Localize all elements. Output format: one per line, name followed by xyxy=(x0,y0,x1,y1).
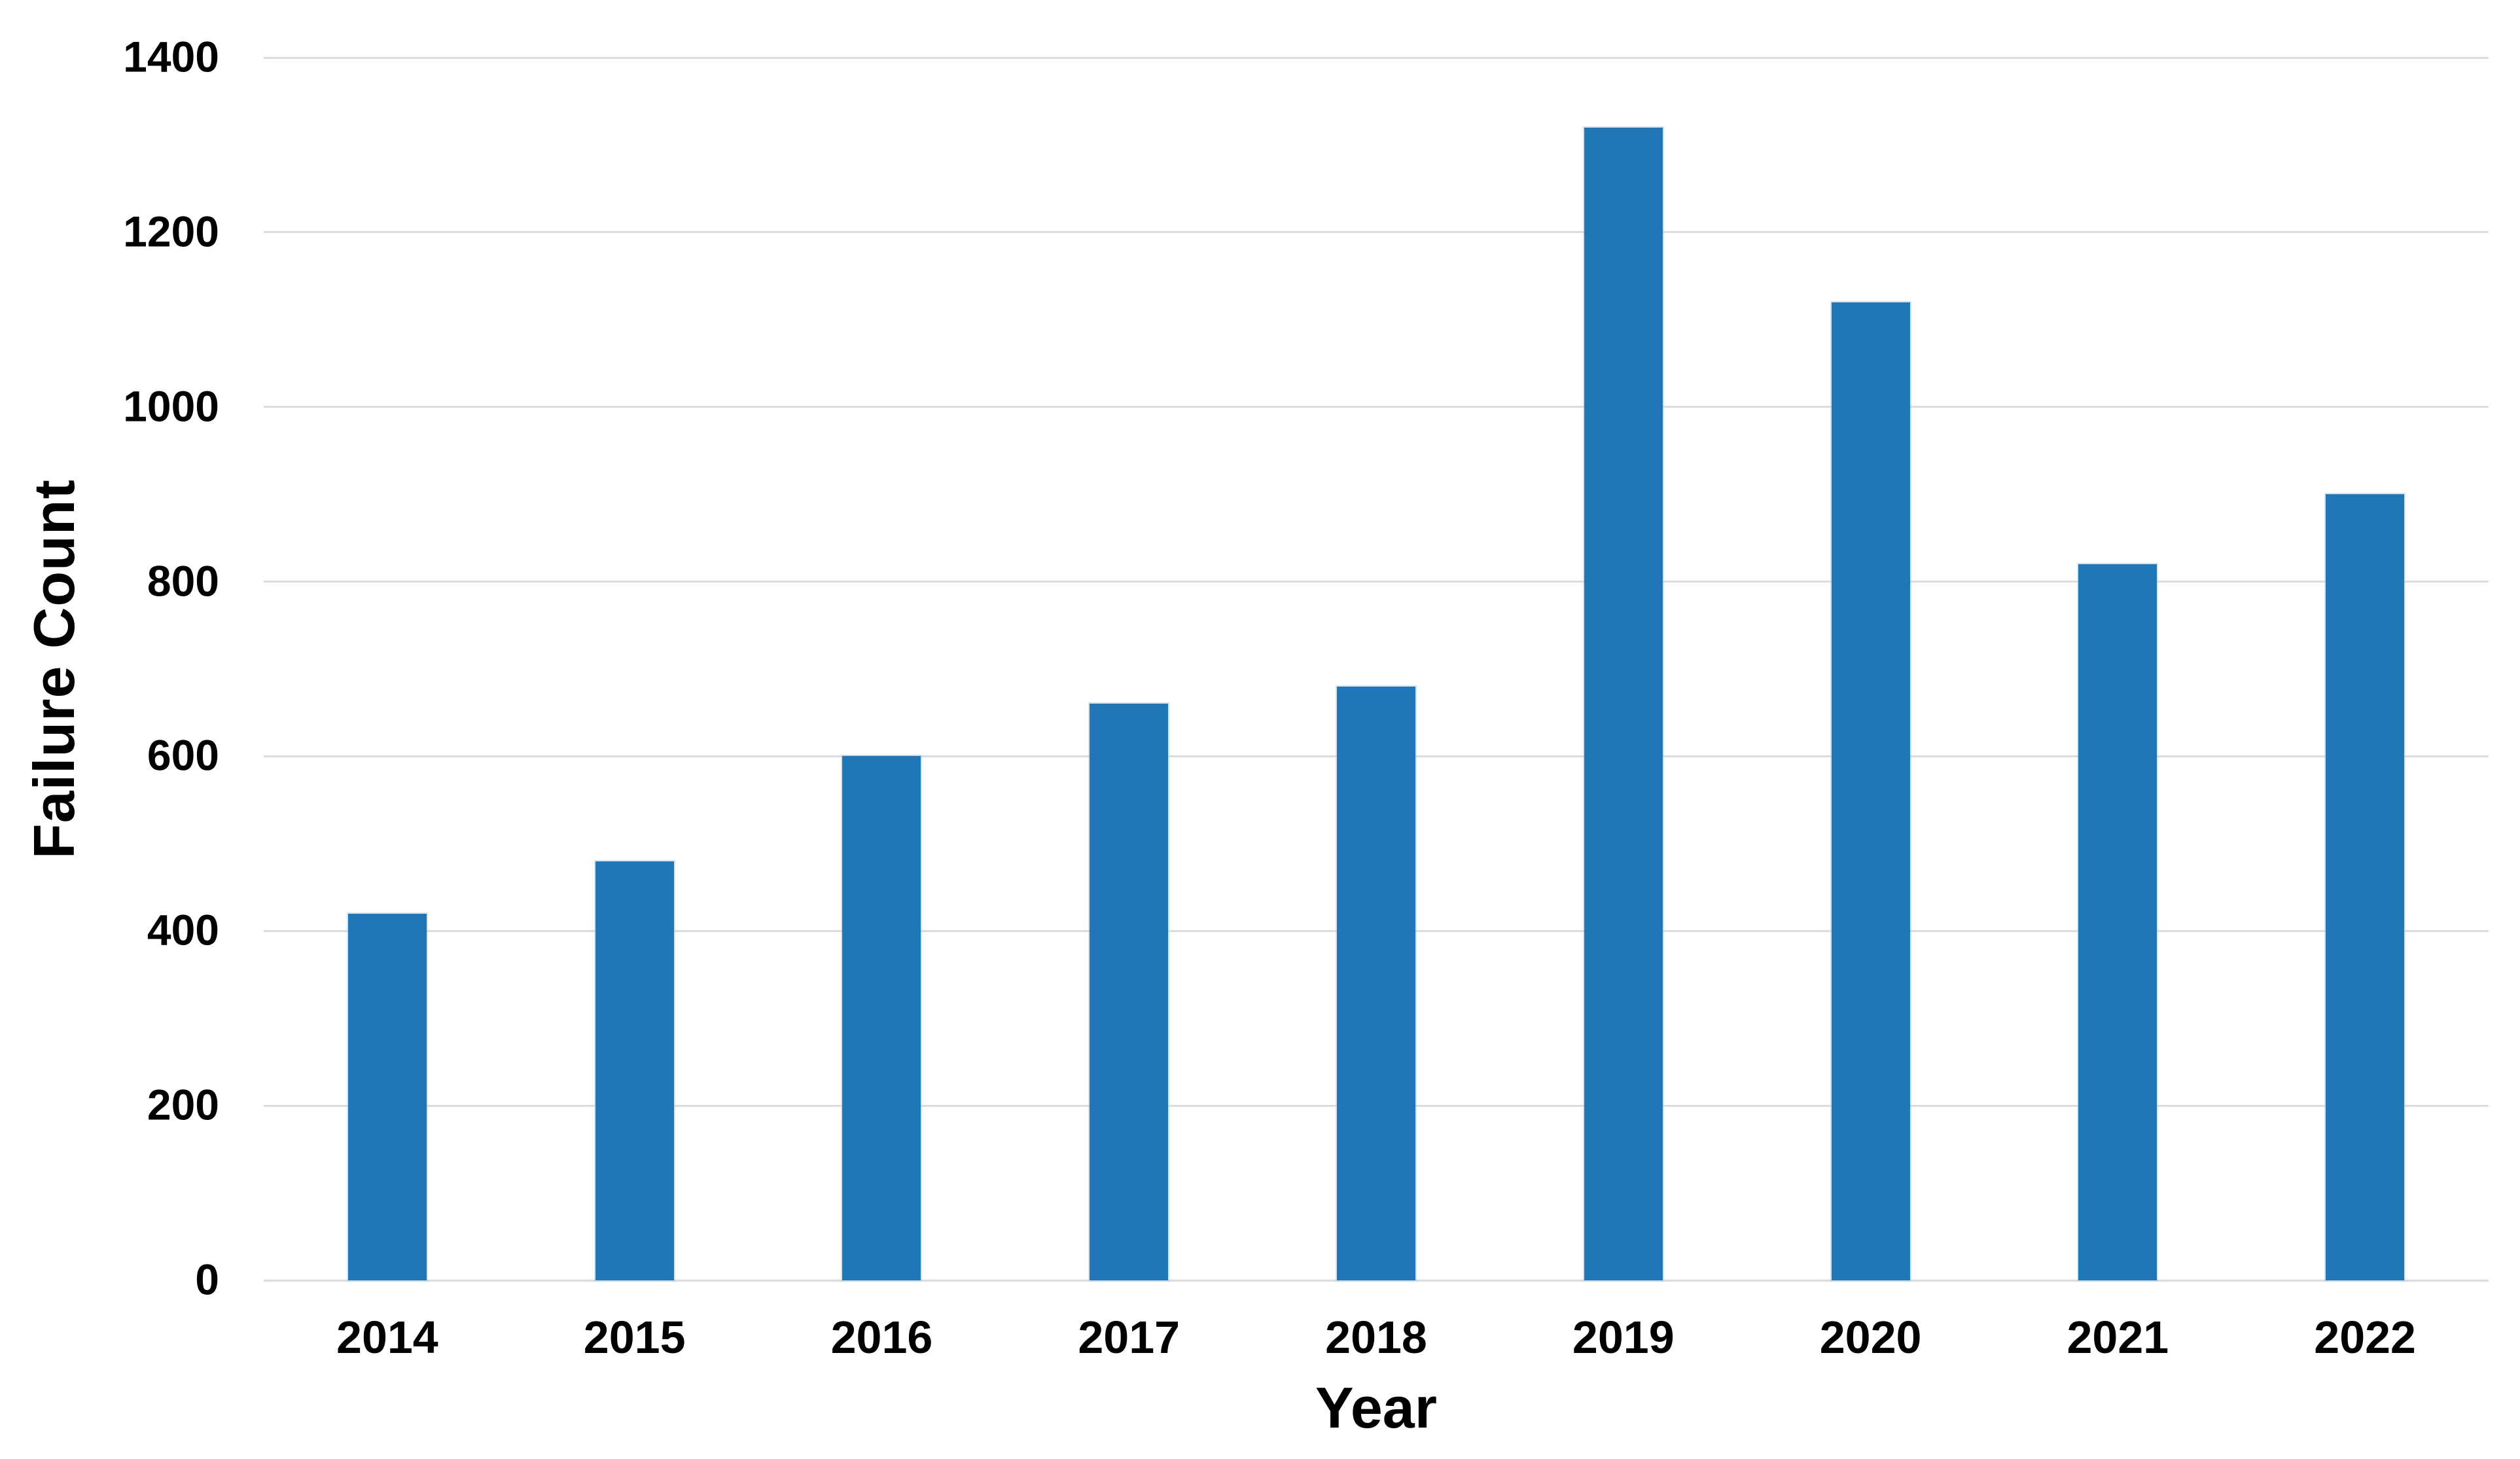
bar-2021 xyxy=(2078,564,2157,1280)
gridline-1000 xyxy=(264,406,2489,408)
x-tick-label-2020: 2020 xyxy=(1819,1311,1922,1363)
x-tick-label-2015: 2015 xyxy=(583,1311,686,1363)
y-tick-label-800: 800 xyxy=(147,556,219,605)
x-axis-tick-labels: 2014 2015 2016 2017 2018 2019 2020 2021 2022 xyxy=(264,1299,2489,1375)
bar-slot-2017 xyxy=(1005,58,1252,1280)
y-tick-label-600: 600 xyxy=(147,730,219,780)
gridline-1400 xyxy=(264,56,2489,59)
plot-area xyxy=(264,56,2489,1282)
bar-slot-2014 xyxy=(264,58,511,1280)
bar-slot-2016 xyxy=(758,58,1006,1280)
x-tick-label-2018: 2018 xyxy=(1325,1311,1427,1363)
bar-2014 xyxy=(347,913,427,1280)
bars xyxy=(264,58,2489,1280)
y-axis-tick-labels: 0 200 400 600 800 1000 1200 1400 xyxy=(0,32,264,1303)
y-tick-label-200: 200 xyxy=(147,1080,219,1129)
x-tick-label-2016: 2016 xyxy=(830,1311,933,1363)
bar-2020 xyxy=(1831,302,1910,1280)
x-tick-label-2021: 2021 xyxy=(2067,1311,2169,1363)
bar-slot-2019 xyxy=(1500,58,1747,1280)
x-tick-label-2022: 2022 xyxy=(2314,1311,2416,1363)
x-tick-label-2014: 2014 xyxy=(336,1311,438,1363)
bar-slot-2022 xyxy=(2241,58,2489,1280)
x-axis-baseline xyxy=(264,1279,2489,1282)
bar-slot-2020 xyxy=(1747,58,1995,1280)
bar-2019 xyxy=(1584,127,1663,1280)
bar-2018 xyxy=(1337,686,1416,1280)
y-tick-label-1000: 1000 xyxy=(123,382,219,431)
bar-2017 xyxy=(1090,704,1169,1280)
bar-2016 xyxy=(842,756,921,1280)
gridline-800 xyxy=(264,581,2489,583)
gridline-1200 xyxy=(264,231,2489,234)
x-axis-title: Year xyxy=(1315,1375,1437,1440)
x-tick-label-2017: 2017 xyxy=(1078,1311,1180,1363)
bar-slot-2015 xyxy=(511,58,758,1280)
y-tick-label-400: 400 xyxy=(147,905,219,954)
bar-2022 xyxy=(2326,494,2405,1280)
y-tick-label-1200: 1200 xyxy=(123,207,219,256)
y-tick-label-0: 0 xyxy=(195,1255,219,1304)
bar-2015 xyxy=(595,861,674,1280)
bar-slot-2021 xyxy=(1994,58,2241,1280)
bar-slot-2018 xyxy=(1252,58,1500,1280)
y-tick-label-1400: 1400 xyxy=(123,32,219,81)
x-tick-label-2019: 2019 xyxy=(1572,1311,1675,1363)
